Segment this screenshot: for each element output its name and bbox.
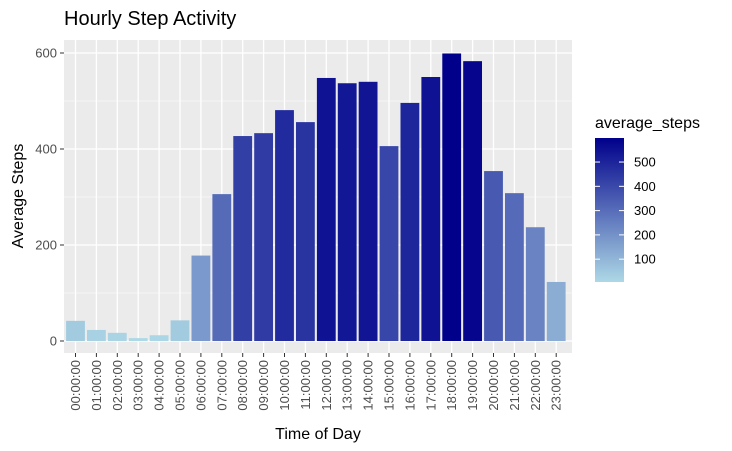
bar-15 — [379, 146, 399, 341]
bar-01 — [86, 329, 106, 341]
x-tick-label: 10:00:00 — [277, 360, 292, 411]
bar-11 — [295, 122, 315, 342]
bar-21 — [504, 193, 524, 341]
x-tick-label: 15:00:00 — [382, 360, 397, 411]
x-tick-label: 02:00:00 — [110, 360, 125, 411]
bar-23 — [546, 281, 566, 341]
bar-19 — [463, 61, 483, 341]
x-tick-label: 16:00:00 — [402, 360, 417, 411]
bar-03 — [128, 338, 148, 341]
bar-18 — [442, 53, 462, 341]
x-tick-label: 23:00:00 — [549, 360, 564, 411]
x-tick-label: 11:00:00 — [298, 360, 313, 410]
bar-07 — [212, 194, 232, 341]
legend-label: 300 — [634, 203, 656, 218]
legend-label: 500 — [634, 155, 656, 170]
y-tick-label: 600 — [35, 46, 57, 61]
x-tick-label: 14:00:00 — [361, 360, 376, 411]
x-tick-label: 12:00:00 — [319, 360, 334, 411]
legend-title: average_steps — [595, 115, 700, 132]
bar-16 — [400, 102, 420, 341]
chart-title: Hourly Step Activity — [64, 8, 236, 30]
bar-12 — [316, 77, 336, 342]
bar-13 — [337, 83, 357, 342]
x-tick-label: 21:00:00 — [507, 360, 522, 411]
y-tick-label: 200 — [35, 238, 57, 253]
x-tick-label: 03:00:00 — [131, 360, 146, 411]
bar-04 — [149, 335, 169, 341]
x-tick-label: 22:00:00 — [528, 360, 543, 411]
x-tick-label: 06:00:00 — [193, 360, 208, 411]
x-tick-label: 01:00:00 — [89, 360, 104, 411]
x-tick-label: 04:00:00 — [152, 360, 167, 411]
bar-00 — [66, 320, 85, 341]
legend-ticks: 100 200 300 400 500 — [595, 155, 656, 267]
x-tick-label: 09:00:00 — [256, 360, 271, 411]
y-tick-label: 400 — [35, 142, 57, 157]
legend-label: 400 — [634, 179, 656, 194]
y-axis-ticks: 0 200 400 600 — [35, 46, 64, 349]
legend-colorbar — [595, 138, 624, 282]
x-tick-label: 08:00:00 — [235, 360, 250, 411]
bar-02 — [107, 332, 127, 341]
x-tick-label: 18:00:00 — [444, 360, 459, 411]
x-tick-label: 20:00:00 — [486, 360, 501, 411]
legend-label: 200 — [634, 227, 656, 242]
legend-label: 100 — [634, 252, 656, 267]
bar-10 — [275, 110, 294, 342]
x-axis-title: Time of Day — [275, 426, 361, 443]
bar-09 — [254, 133, 274, 341]
x-tick-label: 13:00:00 — [340, 360, 355, 411]
y-axis-title: Average Steps — [10, 144, 27, 249]
bar-20 — [484, 171, 503, 341]
bar-06 — [191, 255, 211, 341]
bar-08 — [233, 136, 253, 341]
legend: average_steps 100 200 300 400 500 — [595, 115, 700, 282]
bar-05 — [170, 320, 190, 341]
bar-14 — [358, 81, 378, 342]
x-tick-label: 07:00:00 — [214, 360, 229, 411]
x-tick-label: 00:00:00 — [68, 360, 83, 411]
x-tick-label: 05:00:00 — [173, 360, 188, 411]
bars — [66, 53, 566, 342]
x-axis-ticks: 00:00:00 01:00:00 02:00:00 03:00:00 04:00:00… — [68, 353, 564, 411]
y-tick-label: 0 — [50, 334, 57, 349]
x-tick-label: 19:00:00 — [465, 360, 480, 411]
bar-22 — [525, 227, 545, 341]
x-tick-label: 17:00:00 — [423, 360, 438, 411]
bar-17 — [421, 77, 441, 341]
